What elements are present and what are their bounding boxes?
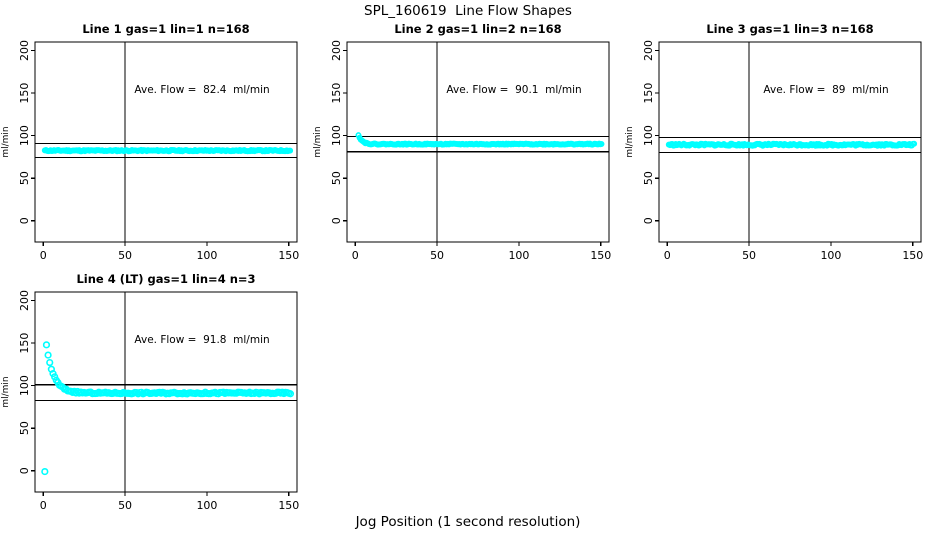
y-tick-label: 50 — [330, 171, 343, 185]
x-tick-label: 50 — [118, 499, 132, 512]
y-axis: 0 50 100 150 200 — [642, 40, 659, 224]
x-tick-label: 150 — [590, 249, 611, 262]
panel-title: Line 1 gas=1 lin=1 n=168 — [82, 22, 249, 36]
figure-title: SPL_160619 Line Flow Shapes — [364, 3, 572, 19]
x-tick-label: 150 — [278, 499, 299, 512]
y-tick-label: 100 — [642, 125, 655, 146]
x-tick-label: 100 — [196, 499, 217, 512]
y-tick-label: 200 — [642, 40, 655, 61]
flow-point — [46, 358, 54, 367]
avg-flow-annotation: Ave. Flow = 89 ml/min — [763, 84, 888, 96]
x-tick-label: 0 — [40, 249, 47, 262]
plot-box — [34, 41, 298, 243]
y-tick-label: 150 — [330, 83, 343, 104]
avg-flow-annotation: Ave. Flow = 91.8 ml/min — [134, 334, 269, 346]
y-tick-label: 150 — [18, 83, 31, 104]
y-tick-label: 200 — [330, 40, 343, 61]
y-tick-label: 100 — [330, 125, 343, 146]
chart-svg: Line 1 gas=1 lin=1 n=168 0 50 100 150 0 50 100 1… — [1, 22, 299, 262]
y-tick-label: 50 — [18, 171, 31, 185]
data-points — [355, 132, 605, 148]
x-tick-label: 150 — [902, 249, 923, 262]
x-tick-label: 100 — [820, 249, 841, 262]
y-tick-label: 200 — [18, 40, 31, 61]
y-tick-label: 0 — [18, 467, 31, 474]
plot-box — [346, 41, 610, 243]
y-tick-label: 50 — [18, 421, 31, 435]
plot-box — [34, 291, 298, 493]
x-axis: 0 50 100 150 — [40, 242, 299, 262]
x-tick-label: 0 — [40, 499, 47, 512]
avg-flow-annotation: Ave. Flow = 90.1 ml/min — [446, 84, 581, 96]
panel-title: Line 2 gas=1 lin=2 n=168 — [394, 22, 561, 36]
y-tick-label: 150 — [642, 83, 655, 104]
x-tick-label: 0 — [352, 249, 359, 262]
y-tick-label: 0 — [330, 217, 343, 224]
panel-title: Line 4 (LT) gas=1 lin=4 n=3 — [76, 272, 255, 286]
flow-point — [41, 467, 49, 476]
data-points — [665, 140, 918, 149]
panel-line-4-chart: Line 4 (LT) gas=1 lin=4 n=3 0 50 100 150 0 50 1… — [0, 270, 312, 520]
y-tick-label: 200 — [18, 290, 31, 311]
flow-point — [598, 141, 605, 148]
data-points — [41, 341, 295, 476]
y-axis: 0 50 100 150 200 — [18, 290, 35, 474]
y-axis-label: ml/min — [1, 126, 11, 157]
x-tick-label: 100 — [508, 249, 529, 262]
panel-line-1-chart: Line 1 gas=1 lin=1 n=168 0 50 100 150 0 50 100 1… — [0, 20, 312, 270]
x-tick-label: 0 — [664, 249, 671, 262]
chart-svg: Line 3 gas=1 lin=3 n=168 0 50 100 150 0 50 100 1… — [625, 22, 923, 262]
y-tick-label: 150 — [18, 333, 31, 354]
flow-point — [44, 351, 52, 359]
x-tick-label: 50 — [430, 249, 444, 262]
y-tick-label: 100 — [18, 375, 31, 396]
x-axis: 0 50 100 150 — [352, 242, 611, 262]
y-axis-label: ml/min — [313, 126, 323, 157]
y-axis: 0 50 100 150 200 — [330, 40, 347, 224]
avg-flow-annotation: Ave. Flow = 82.4 ml/min — [134, 84, 269, 96]
plot-box — [658, 41, 922, 243]
y-axis-label: ml/min — [625, 126, 635, 157]
flow-point — [286, 390, 295, 398]
flow-point — [287, 147, 294, 154]
panel-title: Line 3 gas=1 lin=3 n=168 — [706, 22, 873, 36]
flow-point — [51, 373, 59, 381]
chart-svg: Line 2 gas=1 lin=2 n=168 0 50 100 150 0 50 100 1… — [313, 22, 611, 262]
x-axis: 0 50 100 150 — [664, 242, 923, 262]
x-axis: 0 50 100 150 — [40, 492, 299, 512]
x-tick-label: 50 — [742, 249, 756, 262]
panel-line-3-chart: Line 3 gas=1 lin=3 n=168 0 50 100 150 0 50 100 1… — [624, 20, 936, 270]
x-axis-caption: Jog Position (1 second resolution) — [355, 514, 581, 530]
panel-line-2-chart: Line 2 gas=1 lin=2 n=168 0 50 100 150 0 50 100 1… — [312, 20, 624, 270]
y-tick-label: 0 — [18, 217, 31, 224]
x-tick-label: 50 — [118, 249, 132, 262]
flow-point — [911, 140, 918, 147]
x-tick-label: 100 — [196, 249, 217, 262]
y-tick-label: 50 — [642, 171, 655, 185]
y-axis-label: ml/min — [1, 376, 11, 407]
y-axis: 0 50 100 150 200 — [18, 40, 35, 224]
x-tick-label: 150 — [278, 249, 299, 262]
flow-point — [42, 341, 51, 349]
chart-svg: Line 4 (LT) gas=1 lin=4 n=3 0 50 100 150 0 50 1… — [1, 272, 299, 512]
y-tick-label: 100 — [18, 125, 31, 146]
data-points — [41, 146, 294, 155]
y-tick-label: 0 — [642, 217, 655, 224]
